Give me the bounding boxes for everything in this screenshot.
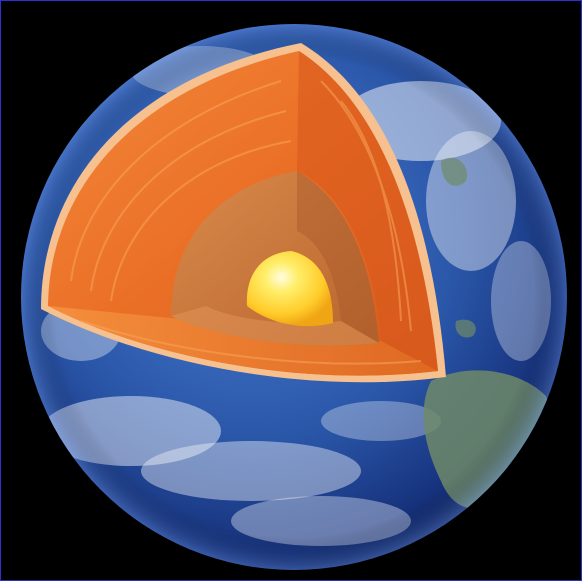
outer-core-bottom-face [171,306,379,346]
inner-core [246,251,333,327]
mantle-bottom-face [48,306,438,376]
mantle-texture [70,80,422,365]
mantle-right-face [297,51,438,371]
outer-core-right-face [297,171,379,343]
cutaway-wedge [41,43,446,383]
